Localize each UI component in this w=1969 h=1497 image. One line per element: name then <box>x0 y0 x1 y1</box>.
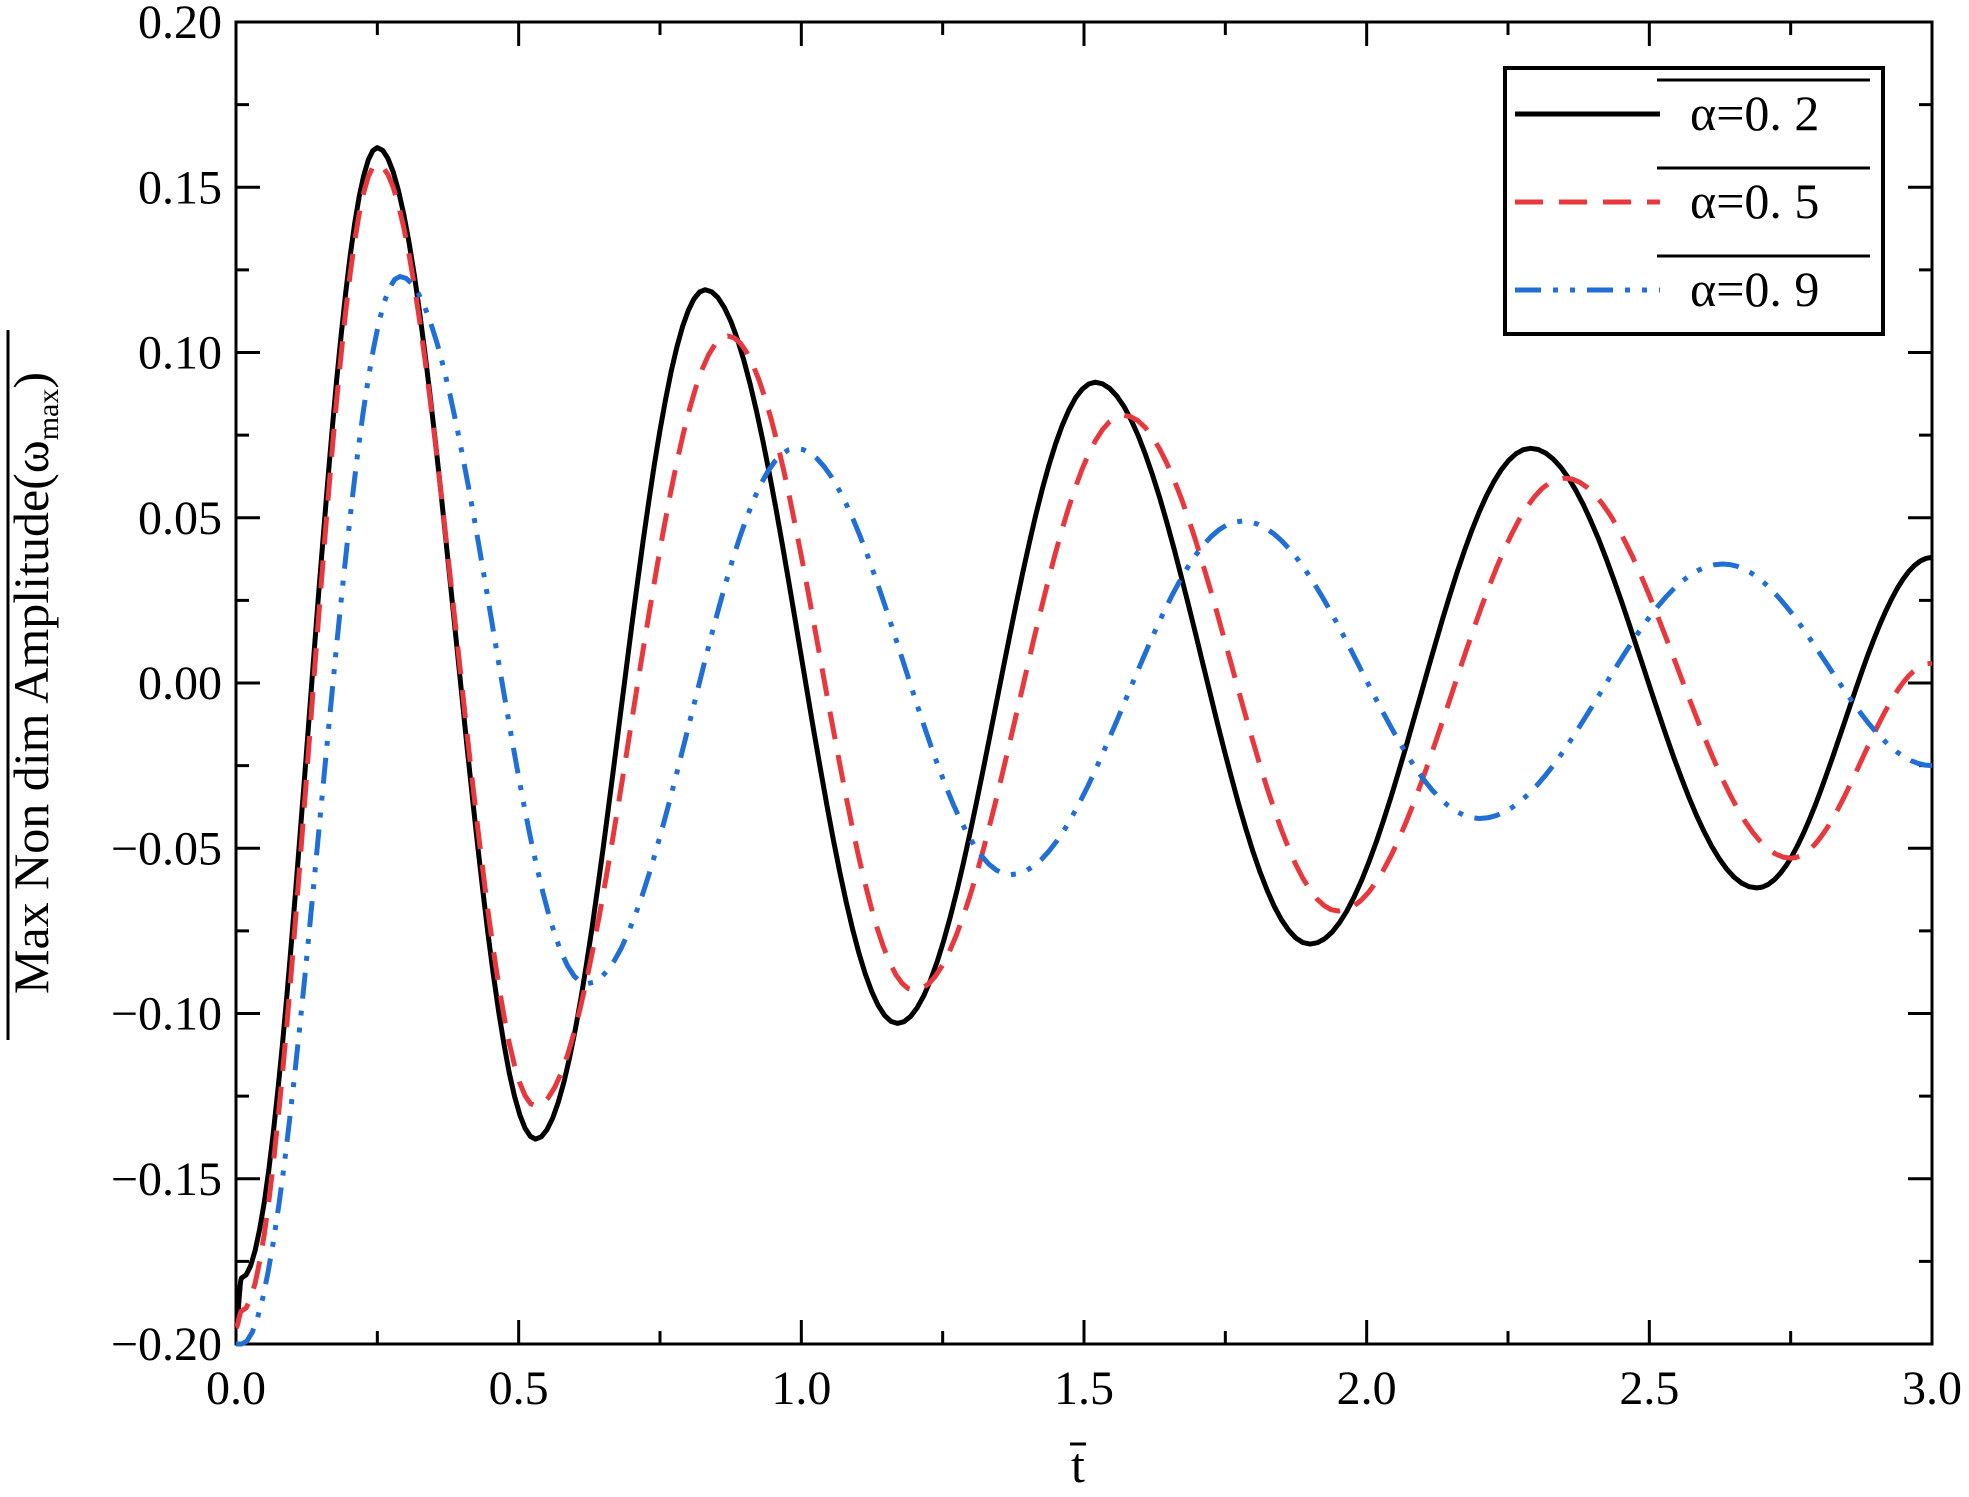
x-axis-label: t <box>1071 1437 1085 1493</box>
y-axis-label-group: Max Non dim Amplitude(ωmax) <box>3 372 65 994</box>
legend-label: α=0. 5 <box>1690 173 1819 229</box>
x-tick-label: 0.5 <box>489 1362 549 1415</box>
y-tick-label: −0.15 <box>111 1153 222 1206</box>
x-tick-label: 2.5 <box>1619 1362 1679 1415</box>
x-tick-label: 1.5 <box>1054 1362 1114 1415</box>
x-tick-label: 0.0 <box>206 1362 266 1415</box>
legend-label: α=0. 2 <box>1690 85 1819 141</box>
y-tick-label: −0.05 <box>111 822 222 875</box>
legend: α=0. 2 α=0. 5 α=0. 9 <box>1503 66 1885 336</box>
y-tick-label: −0.10 <box>111 988 222 1041</box>
y-axis-label-sub: max <box>32 389 65 441</box>
legend-items: α=0. 2 α=0. 5 α=0. 9 <box>1515 78 1870 317</box>
y-axis-label-main: Max Non dim Amplitude(ω <box>3 440 59 994</box>
legend-label: α=0. 9 <box>1690 261 1819 317</box>
series-line <box>233 274 1933 1347</box>
y-tick-label: 0.15 <box>138 161 222 214</box>
y-tick-label: 0.05 <box>138 492 222 545</box>
y-axis-label: Max Non dim Amplitude(ωmax) <box>3 372 65 994</box>
y-axis-label-close: ) <box>3 372 59 389</box>
x-tick-label: 3.0 <box>1902 1362 1962 1415</box>
axis-tick-labels: 0.0 0.5 1.0 1.5 2.0 2.5 3.0 −0.20 −0.15 −0.10 −0.0… <box>111 0 1962 1415</box>
y-tick-label: 0.10 <box>138 327 222 380</box>
y-tick-label: −0.20 <box>111 1318 222 1371</box>
x-tick-label: 2.0 <box>1337 1362 1397 1415</box>
series-group <box>233 145 1933 1347</box>
y-tick-label: 0.00 <box>138 657 222 710</box>
x-tick-label: 1.0 <box>771 1362 831 1415</box>
y-tick-label: 0.20 <box>138 0 222 49</box>
series-line <box>233 161 1933 1330</box>
